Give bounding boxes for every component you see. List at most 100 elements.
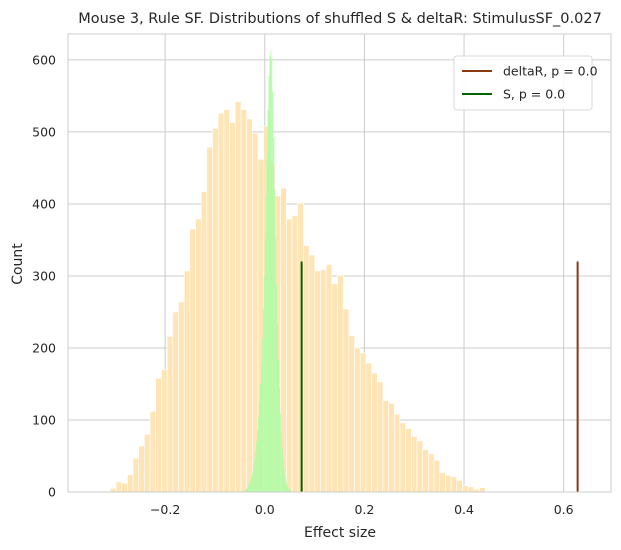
histogram-bar-deltar (428, 453, 435, 493)
histogram-bar-deltar (240, 109, 247, 493)
histogram-bar-s (253, 465, 255, 492)
histogram-bar-deltar (445, 475, 452, 493)
histogram-bar-s (267, 110, 269, 492)
y-tick-labels: 0 100 200 300 400 500 600 (32, 52, 56, 499)
histogram-bar-deltar (456, 480, 463, 493)
y-tick-label: 400 (32, 196, 56, 211)
histogram-bar-s (268, 75, 270, 492)
histogram-bar-deltar (365, 362, 372, 493)
histogram-bar-deltar (308, 254, 316, 493)
histogram-bar-deltar (195, 218, 202, 493)
y-tick-label: 200 (32, 340, 56, 355)
observed-lines (300, 261, 579, 492)
histogram-bar-s (281, 448, 283, 492)
histogram-bar-deltar (348, 335, 355, 493)
shuffled-s-histogram (244, 51, 291, 493)
histogram-bar-deltar (115, 481, 123, 493)
histogram-bar-deltar (217, 112, 225, 493)
histogram-bar-s (284, 476, 286, 492)
histogram-bar-s (249, 481, 251, 492)
histogram-bar-deltar (155, 377, 162, 493)
histogram-bar-deltar (178, 301, 185, 493)
histogram-bar-s (288, 488, 290, 492)
histogram-bar-deltar (354, 347, 361, 493)
legend: deltaR, p = 0.0 S, p = 0.0 (453, 55, 598, 111)
histogram-bar-s (278, 389, 280, 492)
histogram-bar-deltar (127, 474, 134, 493)
histogram-bar-deltar (172, 311, 179, 493)
histogram-bar-deltar (450, 476, 458, 493)
legend-label-s: S, p = 0.0 (503, 87, 565, 102)
histogram-bar-deltar (325, 264, 333, 493)
histogram-bar-s (256, 441, 258, 492)
histogram-bar-s (287, 486, 289, 492)
histogram-bar-s (254, 458, 256, 492)
histogram-bar-s (273, 137, 275, 492)
histogram-bar-s (248, 484, 250, 492)
histogram-bar-deltar (331, 283, 338, 493)
histogram-bar-deltar (359, 352, 367, 493)
histogram-bar-deltar (189, 228, 196, 493)
histogram-bar-deltar (399, 422, 406, 493)
histogram-bar-s (251, 475, 253, 492)
histogram-bar-s (262, 309, 264, 492)
y-tick-label: 500 (32, 124, 56, 139)
histogram-bar-deltar (223, 109, 230, 493)
histogram-bar-deltar (212, 128, 219, 493)
histogram-bar-s (257, 430, 259, 492)
x-tick-label: 0.2 (354, 502, 374, 517)
histogram-bar-deltar (411, 436, 418, 493)
histogram-bar-deltar (314, 270, 321, 493)
histogram-bar-deltar (337, 274, 344, 493)
x-axis-label: Effect size (304, 525, 376, 541)
histogram-bar-deltar (422, 449, 429, 493)
histogram-bar-deltar (467, 486, 475, 493)
histogram-bar-s (260, 362, 262, 492)
legend-label-deltar: deltaR, p = 0.0 (503, 64, 598, 79)
histogram-bar-s (263, 275, 265, 492)
histogram-bar-s (266, 153, 268, 492)
histogram-bar-deltar (166, 336, 174, 493)
histogram-bar-deltar (149, 411, 157, 493)
histogram-bar-deltar (291, 215, 299, 493)
chart-title: Mouse 3, Rule SF. Distributions of shuff… (78, 11, 602, 27)
shuffled-deltar-histogram (110, 101, 486, 493)
histogram-bar-s (285, 481, 287, 492)
histogram-bar-deltar (439, 472, 446, 493)
histogram-bar-deltar (342, 308, 350, 493)
histogram-bar-s (276, 283, 278, 492)
histogram-bar-deltar (183, 270, 191, 493)
histogram-bar-deltar (229, 122, 236, 493)
histogram-bar-s (259, 401, 260, 492)
histogram-bar-s (283, 468, 285, 492)
histogram-bar-s (272, 91, 274, 493)
histogram-bar-deltar (121, 483, 128, 493)
histogram-bar-s (286, 484, 288, 492)
y-axis-label: Count (10, 243, 26, 285)
histogram-bar-s (245, 489, 247, 492)
histogram-bar-deltar (371, 372, 378, 493)
histogram-bar-deltar (110, 488, 117, 493)
x-tick-label: −0.2 (150, 502, 180, 517)
histogram-bar-s (271, 59, 273, 492)
histogram-bar-deltar (234, 101, 242, 493)
histogram-bar-s (255, 450, 257, 492)
histogram-bar-s (280, 432, 282, 492)
histogram-bar-deltar (252, 133, 259, 493)
histogram-bar-deltar (286, 218, 293, 493)
x-tick-label: 0.0 (255, 502, 275, 517)
x-tick-labels: −0.2 0.0 0.2 0.4 0.6 (150, 502, 574, 517)
histogram-bar-deltar (462, 485, 469, 493)
histogram-bar-deltar (405, 428, 412, 493)
histogram-bar-deltar (132, 457, 140, 493)
histogram-bar-deltar (303, 245, 310, 493)
y-tick-label: 600 (32, 52, 56, 67)
histogram-bar-deltar (479, 487, 486, 493)
histogram-bar-deltar (393, 413, 401, 493)
histogram-bar-s (259, 383, 261, 492)
histogram-bar-deltar (320, 269, 327, 493)
histogram-bar-deltar (144, 434, 151, 493)
y-tick-label: 100 (32, 412, 56, 427)
histogram-bar-s (275, 238, 277, 492)
histogram-bar-s (289, 489, 291, 492)
